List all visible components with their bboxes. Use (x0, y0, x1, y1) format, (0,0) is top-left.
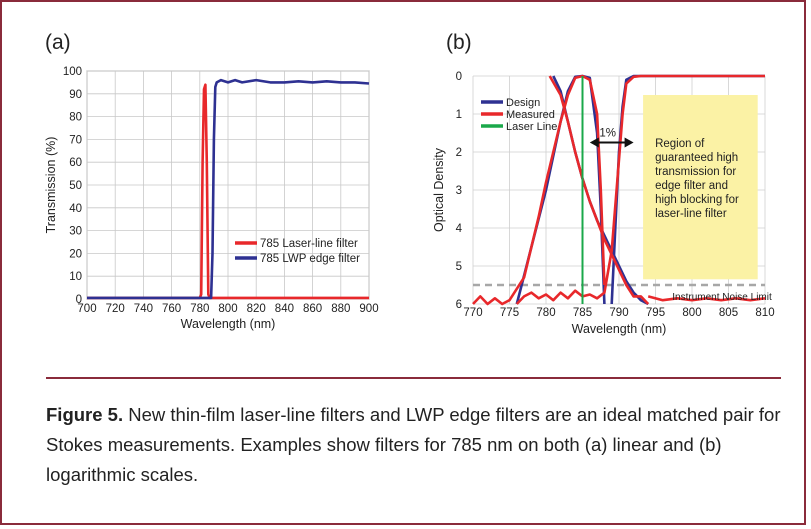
y-tick-label-b: 5 (456, 261, 462, 273)
region-text-line: guaranteed high (655, 152, 738, 164)
x-axis-label-a: Wavelength (nm) (181, 317, 276, 331)
x-tick-label-a: 780 (190, 303, 209, 315)
series-line-a-0 (87, 83, 369, 300)
y-tick-label-a: 30 (69, 226, 82, 238)
region-box (643, 95, 758, 280)
x-tick-label-b: 785 (573, 307, 592, 319)
series-curve-b-1-2 (515, 74, 765, 305)
x-tick-label-b: 795 (646, 307, 665, 319)
y-tick-label-a: 70 (69, 134, 82, 146)
x-tick-label-b: 790 (609, 307, 628, 319)
y-tick-label-b: 3 (456, 185, 462, 197)
chart-b-logarithmic: 770 775 780 785 790 795 800 805 810 0 1 2 3 4 5 6 Wavele… (432, 71, 775, 336)
legend-label-b: Laser Line (506, 121, 557, 133)
series-curve-b-1-0 (472, 74, 606, 306)
region-text-line: Region of (655, 138, 705, 150)
y-tick-label-a: 80 (69, 112, 82, 124)
series-curve-b-1-1 (548, 75, 650, 305)
x-axis-label-b: Wavelength (nm) (572, 322, 667, 336)
x-tick-label-a: 800 (218, 303, 237, 315)
x-tick-label-b: 775 (500, 307, 519, 319)
y-tick-label-a: 60 (69, 157, 82, 169)
y-tick-label-a: 0 (76, 294, 82, 306)
caption-text: New thin-film laser-line filters and LWP… (46, 404, 781, 485)
panel-label-b: (b) (446, 31, 472, 54)
x-tick-label-a: 900 (359, 303, 378, 315)
series-line-a-1 (87, 78, 370, 300)
legend-label-b: Design (506, 97, 540, 109)
panel-label-a: (a) (45, 31, 71, 54)
x-tick-label-b: 780 (536, 307, 555, 319)
y-axis-label-b: Optical Density (432, 147, 446, 232)
x-tick-label-a: 820 (247, 303, 266, 315)
x-tick-label-b: 770 (463, 307, 482, 319)
x-tick-label-a: 700 (77, 303, 96, 315)
arrow-head-right (624, 137, 634, 148)
x-tick-label-b: 810 (755, 307, 774, 319)
chart-a-linear: 700 720 740 760 780 800 820 840 860 880 900 0 10 20 30… (44, 66, 379, 331)
x-tick-label-a: 880 (331, 303, 350, 315)
caption-label: Figure 5. (46, 404, 124, 425)
x-tick-label-a: 740 (134, 303, 153, 315)
y-tick-label-b: 1 (456, 109, 462, 121)
y-tick-label-a: 100 (63, 66, 82, 78)
arrow-label: 1% (599, 128, 616, 140)
region-text-line: edge filter and (655, 180, 728, 192)
y-tick-label-a: 20 (69, 248, 82, 260)
noise-limit-label: Instrument Noise Limit (672, 292, 772, 303)
legend-label-a: 785 LWP edge filter (260, 253, 360, 265)
y-tick-label-a: 10 (69, 271, 82, 283)
legend-label-b: Measured (506, 109, 555, 121)
y-tick-label-b: 0 (456, 71, 462, 83)
y-tick-label-a: 50 (69, 180, 82, 192)
region-text-line: high blocking for (655, 194, 739, 206)
y-tick-label-a: 40 (69, 203, 82, 215)
y-tick-label-a: 90 (69, 89, 82, 101)
y-tick-label-b: 6 (456, 299, 462, 311)
caption-divider (46, 377, 781, 379)
region-text-line: laser-line filter (655, 208, 727, 220)
x-tick-label-a: 840 (275, 303, 294, 315)
legend-label-a: 785 Laser-line filter (260, 238, 358, 250)
y-tick-label-b: 4 (456, 223, 463, 235)
figure-caption: Figure 5. New thin-film laser-line filte… (46, 400, 781, 490)
x-tick-label-b: 805 (719, 307, 738, 319)
arrow-head-left (589, 137, 599, 148)
x-tick-label-b: 800 (682, 307, 701, 319)
y-tick-label-b: 2 (456, 147, 462, 159)
x-tick-label-a: 760 (162, 303, 181, 315)
series-curve-b-1-3 (647, 295, 766, 302)
x-tick-label-a: 720 (106, 303, 125, 315)
region-text-line: transmission for (655, 166, 736, 178)
x-tick-label-a: 860 (303, 303, 322, 315)
y-axis-label-a: Transmission (%) (44, 137, 58, 234)
